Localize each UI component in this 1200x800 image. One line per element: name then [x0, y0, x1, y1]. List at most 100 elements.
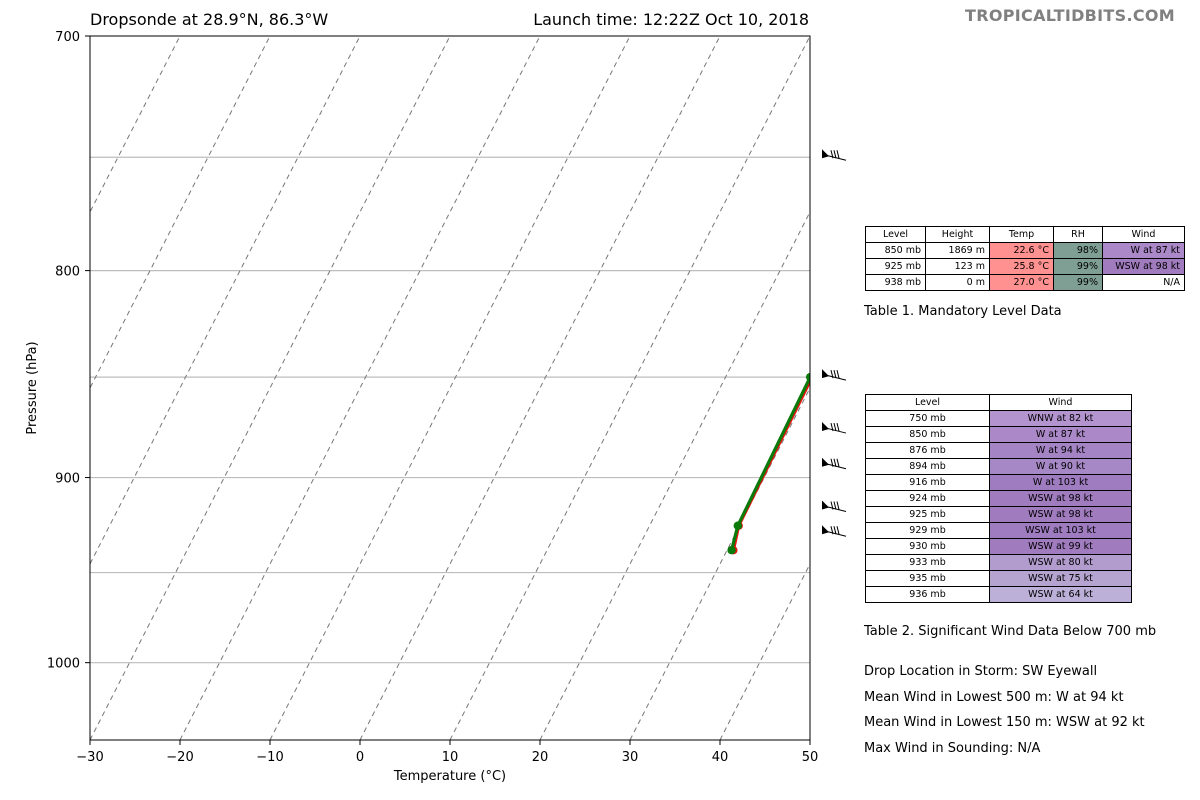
x-tick-label: 20 — [532, 750, 549, 765]
x-tick-label: −10 — [256, 750, 283, 765]
x-axis-label: Temperature (°C) — [393, 769, 506, 784]
table-cell: 935 mb — [865, 570, 990, 587]
plot-frame — [89, 35, 811, 741]
table-cell: WSW at 99 kt — [989, 538, 1132, 555]
skewt-chart: −30 −20 −10 0 10 20 30 40 50 700 800 900 1000 Temper… — [25, 30, 847, 784]
table-cell: WSW at 75 kt — [989, 570, 1132, 587]
barb-flag — [833, 370, 837, 379]
table-cell: 99% — [1053, 274, 1103, 291]
wind-barb-icon — [821, 525, 847, 537]
table-cell: WSW at 98 kt — [989, 490, 1132, 507]
isotherm-line — [90, 36, 91, 38]
table-header-cell: Wind — [989, 394, 1132, 411]
table-cell: 924 mb — [865, 490, 990, 507]
table-row: 876 mb W at 94 kt — [865, 442, 1132, 459]
x-tick-label: −20 — [166, 750, 193, 765]
table-cell: 850 mb — [865, 242, 926, 259]
max-wind-text: Max Wind in Sounding: N/A — [864, 741, 1041, 756]
significant-wind-table: Level Wind 750 mb WNW at 82 kt 850 mb W at 87… — [865, 394, 1132, 603]
barb-flag — [836, 458, 840, 467]
mean-wind-500m-text: Mean Wind in Lowest 500 m: W at 94 kt — [864, 690, 1124, 705]
barb-pennant — [822, 525, 829, 535]
profile-point — [733, 521, 742, 530]
table-cell: W at 87 kt — [989, 426, 1132, 443]
barb-flag — [833, 150, 837, 159]
y-tick-label: 800 — [55, 265, 80, 280]
isotherm-line — [90, 36, 181, 214]
barb-flag — [836, 501, 840, 510]
wind-barb-icon — [821, 422, 847, 434]
isotherm-line — [809, 738, 810, 740]
table-row: 925 mb WSW at 98 kt — [865, 506, 1132, 523]
table-cell: W at 90 kt — [989, 458, 1132, 475]
watermark: TROPICALTIDBITS.COM — [965, 6, 1175, 25]
table-row: 850 mb 1869 m 22.6 °C 98% W at 87 kt — [865, 242, 1185, 259]
table-cell: 123 m — [925, 258, 990, 275]
table-cell: 850 mb — [865, 426, 990, 443]
isotherm-line — [269, 36, 631, 740]
table2-caption: Table 2. Significant Wind Data Below 700… — [864, 624, 1157, 639]
isotherm-line — [90, 36, 451, 740]
table-row: 935 mb WSW at 75 kt — [865, 570, 1132, 587]
table-cell: WSW at 98 kt — [1102, 258, 1185, 275]
chart-title-location: Dropsonde at 28.9°N, 86.3°W — [90, 10, 329, 29]
table-header-row: Level Wind — [865, 394, 1132, 411]
barb-flag — [830, 370, 834, 379]
profile-point — [727, 546, 736, 555]
barb-flag — [830, 422, 834, 432]
table-cell: 99% — [1053, 258, 1103, 275]
table-row: 924 mb WSW at 98 kt — [865, 490, 1132, 507]
barb-flag — [833, 526, 837, 535]
table-header-cell: Wind — [1102, 226, 1185, 243]
table-cell: N/A — [1102, 274, 1185, 291]
isotherm-line — [359, 36, 721, 740]
chart-title-launch-time: Launch time: 12:22Z Oct 10, 2018 — [533, 10, 809, 29]
temperature-profile-line — [730, 373, 810, 551]
barb-pennant — [822, 149, 829, 159]
table-cell: W at 94 kt — [989, 442, 1132, 459]
isotherm-line — [90, 36, 271, 390]
table-cell: 894 mb — [865, 458, 990, 475]
table-cell: 938 mb — [865, 274, 926, 291]
table-header-row: Level Height Temp RH Wind — [865, 226, 1185, 243]
x-tick-label: −30 — [76, 750, 103, 765]
table-cell: 936 mb — [865, 586, 990, 603]
table-cell: WSW at 98 kt — [989, 506, 1132, 523]
table-row: 850 mb W at 87 kt — [865, 426, 1132, 443]
barb-flag — [836, 150, 840, 159]
y-tick-label: 700 — [55, 30, 80, 45]
x-tick-label: 30 — [622, 750, 639, 765]
barb-flag — [833, 501, 837, 510]
isotherm-line — [179, 36, 541, 740]
table-row: 894 mb W at 90 kt — [865, 458, 1132, 475]
table-cell: 27.0 °C — [989, 274, 1054, 291]
drop-location-text: Drop Location in Storm: SW Eyewall — [864, 664, 1098, 679]
table-row: 925 mb 123 m 25.8 °C 99% WSW at 98 kt — [865, 258, 1185, 275]
mean-wind-150m-text: Mean Wind in Lowest 150 m: WSW at 92 kt — [864, 715, 1145, 730]
wind-barb-icon — [821, 369, 847, 381]
table-row: 933 mb WSW at 80 kt — [865, 554, 1132, 571]
table-row: 929 mb WSW at 103 kt — [865, 522, 1132, 539]
wind-barb-icon — [821, 500, 847, 512]
barb-flag — [830, 458, 834, 467]
table-cell: 929 mb — [865, 522, 990, 539]
x-tick-label: 50 — [802, 750, 819, 765]
table-header-cell: Height — [925, 226, 990, 243]
table-header-cell: Level — [865, 394, 990, 411]
table-cell: 916 mb — [865, 474, 990, 491]
mandatory-level-table: Level Height Temp RH Wind 850 mb 1869 m 22.6 °C… — [865, 226, 1185, 291]
barb-flag — [833, 422, 837, 432]
barb-flag — [836, 422, 840, 432]
table-row: 916 mb W at 103 kt — [865, 474, 1132, 491]
barb-flag — [836, 526, 840, 535]
table-row: 930 mb WSW at 99 kt — [865, 538, 1132, 555]
table-cell: W at 103 kt — [989, 474, 1132, 491]
table1-caption: Table 1. Mandatory Level Data — [864, 304, 1062, 319]
isotherm-line — [449, 36, 810, 740]
chart-series — [727, 372, 810, 555]
table-cell: 98% — [1053, 242, 1103, 259]
isotherm-line — [90, 36, 361, 566]
y-tick-label: 1000 — [47, 657, 80, 672]
barb-flag — [830, 501, 834, 510]
table-cell: WSW at 80 kt — [989, 554, 1132, 571]
